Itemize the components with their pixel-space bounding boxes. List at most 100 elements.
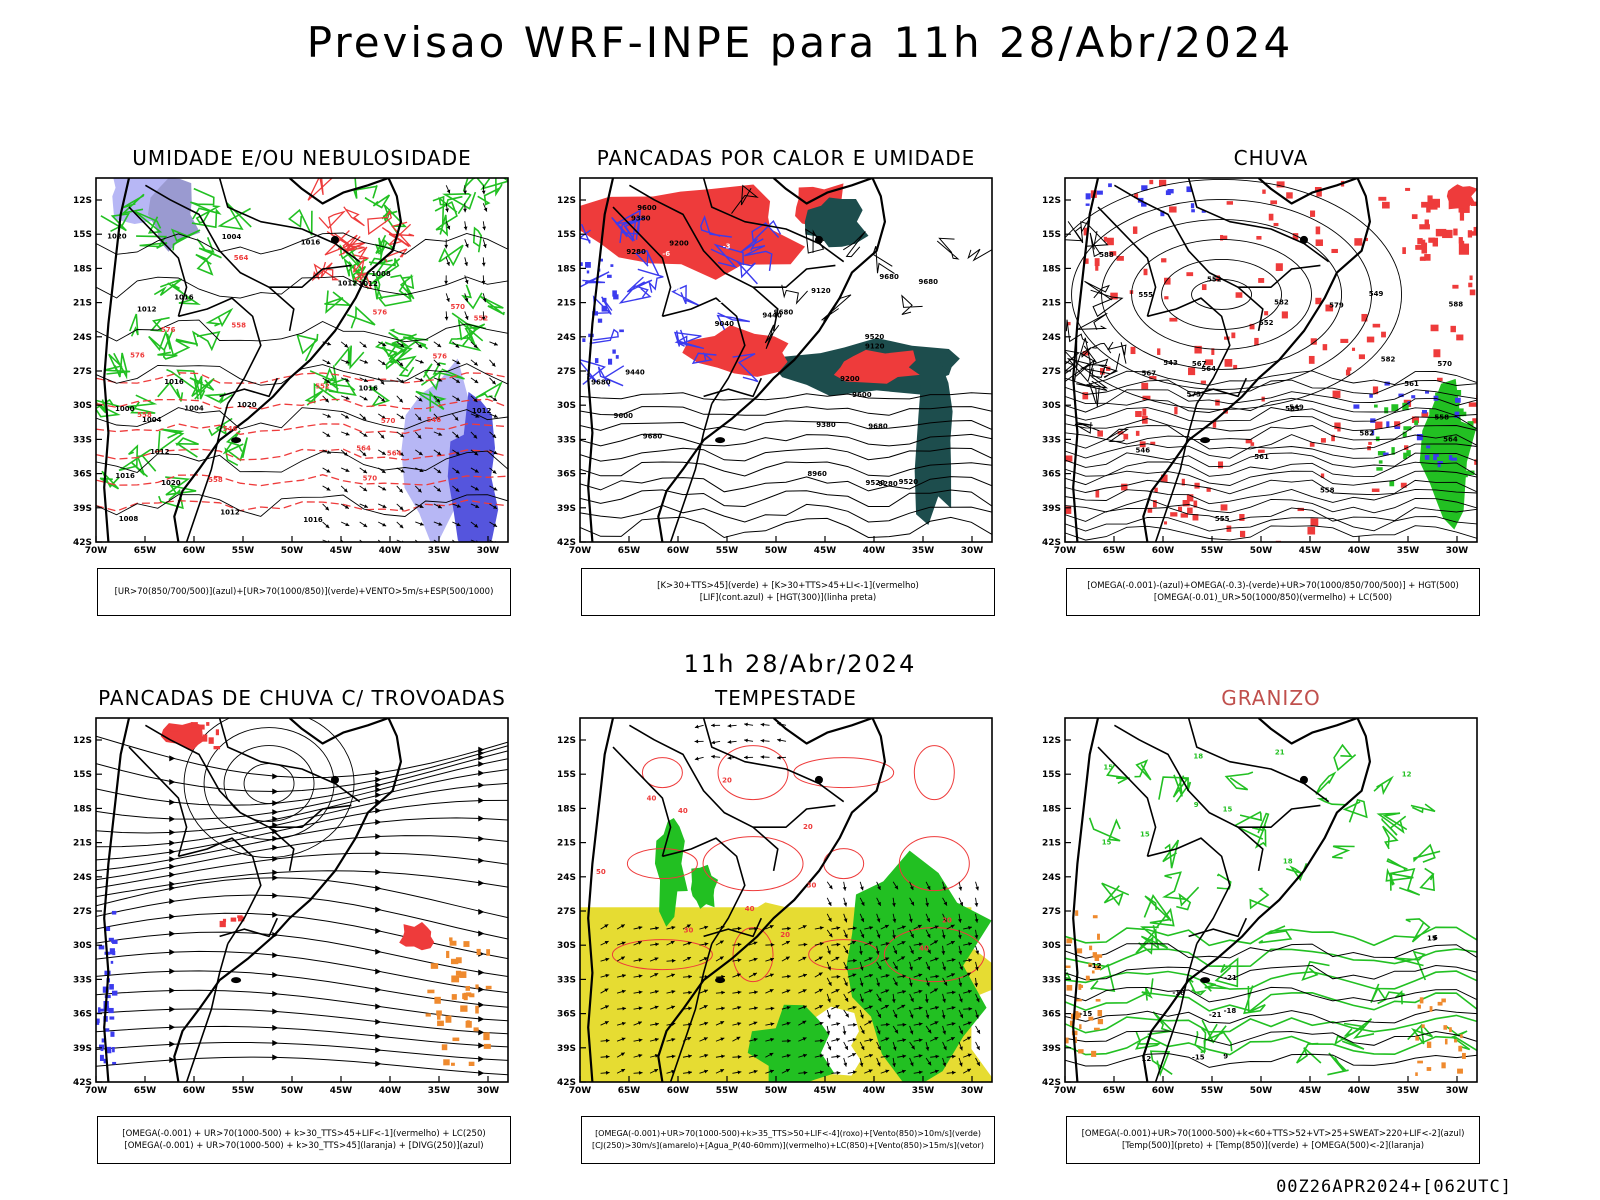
- lon-tick-label: 65W: [134, 546, 157, 556]
- contour-label: 570: [450, 303, 465, 311]
- contour-label: -3: [715, 297, 723, 305]
- contour-label: 543: [1163, 359, 1178, 367]
- lon-tick-label: 70W: [85, 546, 108, 556]
- lon-tick-label: 65W: [1103, 1086, 1126, 1096]
- lat-tick-label: 33S: [557, 435, 576, 445]
- contour-label: 570: [1437, 360, 1452, 368]
- contour-label: 9600: [614, 412, 634, 420]
- lat-tick-label: 21S: [557, 299, 576, 309]
- contour-label: 12: [1402, 771, 1412, 779]
- contour-label: 564: [234, 254, 249, 262]
- lat-tick-label: 36S: [1042, 1010, 1061, 1020]
- main-title: Previsao WRF-INPE para 11h 28/Abr/2024: [306, 18, 1294, 67]
- contour-label: 9120: [865, 342, 885, 350]
- lon-tick-label: 40W: [863, 1086, 886, 1096]
- legend-chuva: [OMEGA(-0.001)-(azul)+OMEGA(-0.3)-(verde…: [1066, 568, 1480, 616]
- lon-tick-label: 30W: [477, 546, 500, 556]
- map-umidade: 1020101610161012101210161012101210161016…: [73, 177, 509, 556]
- contour-label: 1016: [301, 238, 321, 246]
- contour-label: 564: [387, 449, 402, 457]
- contour-label: 9440: [625, 369, 645, 377]
- lat-tick-label: 36S: [557, 1010, 576, 1020]
- contour-label: 552: [1259, 319, 1274, 327]
- contour-label: 1012: [137, 305, 157, 313]
- lat-tick-label: 24S: [1042, 333, 1061, 343]
- contour-label: 558: [1320, 486, 1335, 494]
- contour-label: 558: [1434, 413, 1449, 421]
- contour-label: 564: [1443, 436, 1458, 444]
- contour-label: 546: [1135, 446, 1150, 454]
- contour-label: 9520: [865, 333, 885, 341]
- lat-tick-label: 12S: [1042, 736, 1061, 746]
- lat-tick-label: 30S: [557, 401, 576, 411]
- lat-tick-label: 21S: [557, 839, 576, 849]
- contour-label: 18: [1193, 753, 1203, 761]
- contour-label: 9: [1223, 1052, 1228, 1060]
- lon-tick-label: 55W: [232, 546, 255, 556]
- lat-tick-label: 24S: [557, 333, 576, 343]
- lat-tick-label: 39S: [1042, 1044, 1061, 1054]
- lat-tick-label: 24S: [1042, 873, 1061, 883]
- contour-label: 588: [1099, 251, 1114, 259]
- contour-label: 9440: [762, 311, 782, 319]
- lon-tick-label: 30W: [961, 546, 984, 556]
- contour-label: 1012: [472, 407, 492, 415]
- contour-label: 9040: [715, 320, 735, 328]
- contour-label: 573: [1187, 391, 1202, 399]
- contour-label: 1008: [371, 270, 391, 278]
- lat-tick-label: 15S: [1042, 770, 1061, 780]
- contour-label: 9680: [774, 309, 794, 317]
- lon-tick-label: 60W: [667, 546, 690, 556]
- lon-tick-label: 60W: [1152, 546, 1175, 556]
- contour-label: -3: [723, 243, 731, 251]
- lon-tick-label: 45W: [1299, 1086, 1322, 1096]
- lat-tick-label: 30S: [73, 941, 92, 951]
- contour-label: 8960: [807, 470, 827, 478]
- panel-title-pancadas-calor: PANCADAS POR CALOR E UMIDADE: [596, 146, 976, 170]
- contour-label: 1012: [338, 279, 358, 287]
- lon-tick-label: 35W: [912, 546, 935, 556]
- contour-label: -18: [1172, 989, 1185, 997]
- contour-label: 576: [130, 352, 145, 360]
- lat-tick-label: 12S: [73, 196, 92, 206]
- lon-tick-label: 55W: [1201, 546, 1224, 556]
- lat-tick-label: 36S: [1042, 470, 1061, 480]
- contour-label: 40: [678, 807, 688, 815]
- lon-tick-label: 40W: [379, 1086, 402, 1096]
- contour-label: 20: [780, 931, 790, 939]
- lat-tick-label: 42S: [73, 1078, 92, 1088]
- contour-label: 40: [647, 795, 657, 803]
- lon-tick-label: 45W: [1299, 546, 1322, 556]
- lon-tick-label: 50W: [281, 546, 304, 556]
- lon-tick-label: 40W: [1348, 1086, 1371, 1096]
- lon-tick-label: 35W: [1397, 546, 1420, 556]
- lat-tick-label: 21S: [73, 839, 92, 849]
- legend-pancadas-calor: [K>30+TTS>45](verde) + [K>30+TTS>45+LI<-…: [581, 568, 995, 616]
- contour-label: 1004: [142, 416, 162, 424]
- panel-title-pancadas-trovoadas: PANCADAS DE CHUVA C/ TROVOADAS: [98, 686, 506, 710]
- lat-tick-label: 42S: [557, 538, 576, 548]
- contour-label: 15: [1140, 830, 1150, 838]
- lat-tick-label: 42S: [1042, 538, 1061, 548]
- lat-tick-label: 18S: [557, 264, 576, 274]
- lon-tick-label: 65W: [618, 1086, 641, 1096]
- lon-tick-label: 70W: [85, 1086, 108, 1096]
- lat-tick-label: 12S: [73, 736, 92, 746]
- contour-label: 30: [807, 881, 817, 889]
- legend-pancadas-trovoadas: [OMEGA(-0.001) + UR>70(1000-500) + k>30_…: [97, 1116, 511, 1164]
- contour-label: 1008: [119, 515, 139, 523]
- lat-tick-label: 39S: [557, 1044, 576, 1054]
- contour-label: 9280: [626, 248, 646, 256]
- contour-label: 1012: [358, 280, 378, 288]
- lon-tick-label: 45W: [330, 1086, 353, 1096]
- panel-title-granizo: GRANIZO: [1221, 686, 1321, 710]
- contour-label: -15: [1080, 1010, 1093, 1018]
- contour-label: 9680: [868, 422, 888, 430]
- contour-label: 1016: [115, 472, 135, 480]
- lon-tick-label: 35W: [428, 1086, 451, 1096]
- lon-tick-label: 70W: [569, 1086, 592, 1096]
- lat-tick-label: 39S: [557, 504, 576, 514]
- contour-label: 21: [1275, 748, 1285, 756]
- map-pancadas-calor: 9680 9680 9680 9680 9680 9680 9600 9600 9600 9520…: [557, 177, 993, 556]
- contour-label: 1004: [184, 405, 204, 413]
